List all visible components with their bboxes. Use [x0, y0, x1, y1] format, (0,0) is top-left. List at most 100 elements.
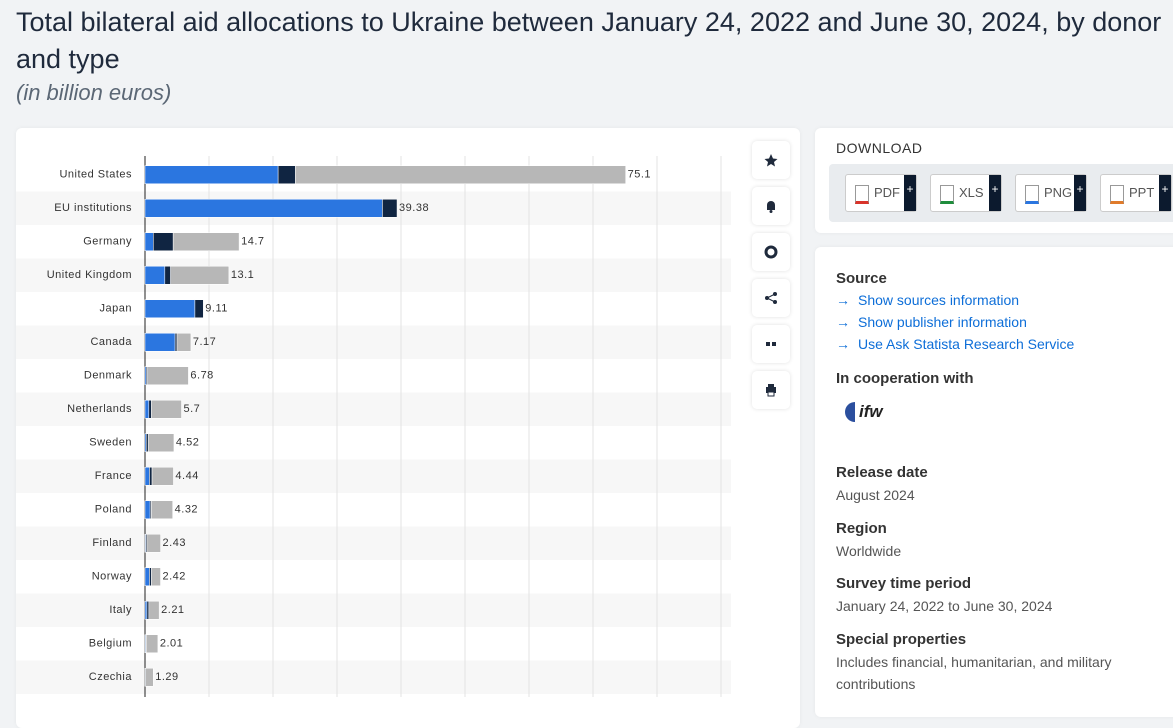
page: Total bilateral aid allocations to Ukrai…	[16, 7, 1173, 728]
link[interactable]: → Use Ask Statista Research Service	[836, 336, 1074, 352]
total-label: 2.21	[161, 604, 184, 616]
bar-segment	[172, 232, 240, 251]
bar-segment	[176, 333, 192, 352]
download-card: DOWNLOAD PDF + XLS + PNG + PPT +	[815, 128, 1173, 233]
y-tick-label: United States	[59, 169, 132, 181]
print-button[interactable]	[752, 371, 790, 409]
bar-segment	[146, 534, 161, 553]
y-tick-label: Japan	[100, 303, 132, 315]
y-tick-label: Finland	[92, 537, 132, 549]
total-label: 75.1	[628, 169, 651, 181]
subtitle: (in billion euros)	[16, 80, 172, 105]
link[interactable]: → Show publisher information	[836, 314, 1027, 330]
row-band	[16, 392, 731, 426]
total-label: 4.44	[175, 470, 198, 482]
bar-segment	[144, 601, 148, 620]
download-button[interactable]: PNG +	[1015, 174, 1087, 212]
info-card: Source → Show sources information → Show pub…	[815, 247, 1173, 717]
bar-segment	[144, 266, 166, 285]
arrow: →	[836, 292, 850, 308]
download-label: DOWNLOAD	[836, 140, 923, 156]
row-band	[16, 593, 731, 627]
row-band	[16, 459, 731, 493]
y-tick-label: Netherlands	[67, 403, 132, 415]
total-label: 4.32	[175, 504, 198, 516]
bar-segment	[144, 232, 154, 251]
bar-segment	[170, 266, 230, 285]
bar-segment	[153, 232, 174, 251]
total-label: 1.29	[155, 671, 178, 683]
download-buttons: PDF + XLS + PNG + PPT +	[829, 164, 1173, 222]
share-button[interactable]	[752, 279, 790, 317]
favorite-button[interactable]	[752, 141, 790, 179]
total-label: 14.7	[241, 236, 264, 248]
bar-segment	[147, 366, 189, 385]
file-icon	[1025, 185, 1039, 204]
field-value: August 2024	[836, 487, 915, 503]
alert-button[interactable]	[752, 187, 790, 225]
download-button[interactable]: XLS +	[930, 174, 1002, 212]
cite-button[interactable]	[752, 325, 790, 363]
total-label: 2.01	[160, 638, 183, 650]
field-value: January 24, 2022 to June 30, 2024	[836, 598, 1053, 614]
heading: In cooperation with	[836, 370, 974, 387]
bar-segment	[382, 199, 398, 218]
bar-segment	[149, 567, 152, 586]
file-icon	[1110, 185, 1124, 204]
bar-segment	[146, 601, 150, 620]
button-label: PNG	[1044, 185, 1073, 200]
field-label: Special properties	[836, 631, 967, 648]
plus: +	[1074, 175, 1086, 211]
total-label: 5.7	[183, 403, 200, 415]
arrow: →	[836, 314, 850, 330]
button-label: XLS	[959, 185, 984, 200]
bar-segment	[147, 433, 175, 452]
field-label: Region	[836, 520, 887, 537]
total-label: 6.78	[190, 370, 213, 382]
bar-segment	[146, 433, 149, 452]
y-tick-label: Poland	[95, 504, 132, 516]
bar-segment	[277, 165, 296, 184]
y-tick-label: Belgium	[89, 638, 132, 650]
bar-segment	[164, 266, 171, 285]
total-label: 13.1	[231, 269, 254, 281]
file-icon	[855, 185, 869, 204]
bar-segment	[144, 500, 151, 519]
y-tick-label: France	[95, 470, 132, 482]
bar-segment	[151, 400, 182, 419]
field-value: Includes financial, humanitarian, and mi…	[836, 654, 1112, 692]
total-label: 39.38	[399, 202, 429, 214]
bar-segment	[144, 467, 150, 486]
link[interactable]: → Show sources information	[836, 292, 1019, 308]
bar-segment	[144, 165, 279, 184]
bar-segment	[295, 165, 626, 184]
file-icon	[940, 185, 954, 204]
field-value: Worldwide	[836, 543, 902, 559]
y-tick-label: Canada	[90, 336, 132, 348]
row-band	[16, 660, 731, 694]
plus: +	[989, 175, 1001, 211]
row-band	[16, 526, 731, 560]
settings-button[interactable]	[752, 233, 790, 271]
bar-segment	[151, 467, 174, 486]
title: Total bilateral aid allocations to Ukrai…	[16, 7, 1162, 74]
bar-segment	[144, 199, 383, 218]
link-text: Show publisher information	[858, 314, 1027, 330]
bar-segment	[144, 333, 176, 352]
total-label: 4.52	[176, 437, 199, 449]
plus: +	[904, 175, 916, 211]
partner-logo: ifw	[845, 402, 883, 422]
link-text: Use Ask Statista Research Service	[858, 336, 1075, 352]
bar-segment	[148, 400, 152, 419]
row-band	[16, 325, 731, 359]
y-tick-label: Sweden	[89, 437, 132, 449]
y-tick-label: Denmark	[84, 370, 132, 382]
download-button[interactable]: PPT +	[1100, 174, 1172, 212]
download-button[interactable]: PDF +	[845, 174, 917, 212]
y-tick-label: Germany	[83, 236, 132, 248]
bar-segment	[174, 333, 178, 352]
bar-segment	[144, 567, 150, 586]
button-label: PDF	[874, 185, 900, 200]
plus: +	[1159, 175, 1171, 211]
bar-segment	[144, 400, 150, 419]
